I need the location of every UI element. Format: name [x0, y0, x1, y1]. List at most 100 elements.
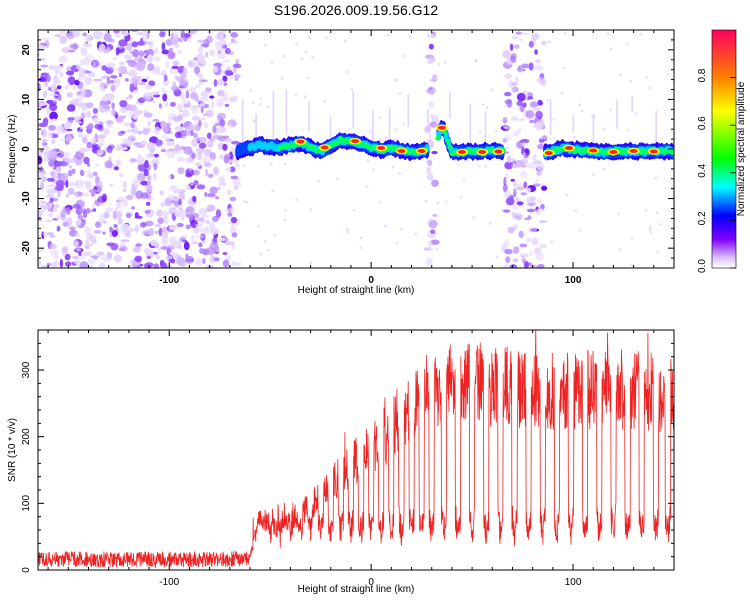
- noise-blob: [503, 176, 507, 186]
- sparse-dot: [602, 127, 606, 131]
- noise-blob: [164, 101, 169, 108]
- noise-blob: [58, 55, 68, 64]
- noise-blob: [541, 83, 547, 86]
- noise-blob: [192, 169, 200, 176]
- noise-blob: [111, 102, 115, 110]
- ridge-streak: [469, 104, 472, 143]
- sparse-dot: [269, 162, 273, 166]
- snr-x-label: Height of straight line (km): [298, 584, 415, 595]
- noise-blob: [185, 213, 195, 218]
- noise-blob: [88, 73, 96, 78]
- noise-blob: [56, 85, 62, 90]
- sparse-dot: [359, 246, 363, 250]
- sparse-dot: [267, 248, 271, 252]
- noise-blob: [183, 103, 190, 108]
- noise-blob: [48, 124, 56, 131]
- noise-blob: [522, 102, 527, 108]
- noise-blob: [218, 100, 224, 108]
- sparse-dot: [258, 103, 262, 106]
- noise-blob: [529, 101, 539, 108]
- noise-blob: [201, 157, 210, 164]
- noise-blob: [235, 163, 240, 168]
- noise-blob: [525, 110, 535, 119]
- noise-blob: [49, 103, 58, 112]
- noise-blob: [94, 60, 99, 64]
- sparse-dot: [443, 61, 447, 64]
- sparse-dot: [352, 208, 356, 212]
- noise-blob: [170, 101, 176, 107]
- ridge-streak: [388, 108, 391, 155]
- noise-blob: [531, 32, 540, 41]
- noise-blob: [192, 195, 197, 203]
- peak-core: [609, 150, 618, 154]
- noise-blob: [431, 179, 439, 187]
- noise-blob: [46, 188, 56, 195]
- noise-blob: [38, 212, 42, 221]
- noise-blob: [99, 61, 103, 69]
- ridge-streak: [285, 89, 288, 135]
- ridge-green: [447, 144, 453, 150]
- noise-blob: [524, 261, 529, 268]
- sparse-dot: [345, 70, 349, 74]
- noise-blob: [174, 240, 182, 249]
- ridge-streak: [272, 91, 275, 142]
- noise-blob: [509, 43, 514, 51]
- noise-blob: [227, 42, 233, 46]
- sparse-dot: [609, 47, 613, 51]
- noise-blob: [50, 97, 60, 102]
- ridge-streak: [655, 110, 657, 147]
- sparse-dot: [378, 116, 382, 119]
- noise-blob: [196, 184, 206, 190]
- sparse-dot: [609, 108, 612, 112]
- noise-blob: [66, 70, 75, 76]
- noise-blob: [38, 77, 47, 82]
- sparse-dot: [436, 201, 440, 205]
- noise-blob: [230, 95, 238, 102]
- noise-blob: [132, 49, 140, 58]
- noise-blob: [102, 128, 110, 136]
- noise-blob: [158, 227, 163, 237]
- noise-blob: [173, 252, 179, 259]
- noise-blob: [197, 46, 204, 55]
- y-tick-label: 0: [21, 146, 32, 152]
- sparse-dot: [591, 173, 595, 176]
- noise-blob: [184, 33, 191, 39]
- y-tick-label: -20: [21, 241, 32, 256]
- noise-blob: [119, 108, 128, 114]
- sparse-dot: [259, 252, 263, 256]
- sparse-dot: [437, 62, 441, 66]
- noise-blob: [217, 39, 227, 46]
- noise-blob: [223, 154, 230, 164]
- noise-blob: [128, 111, 134, 119]
- noise-blob: [80, 112, 86, 120]
- snr-ticks: -100 0 100 0 100 200 300: [21, 329, 675, 588]
- noise-blob: [429, 121, 438, 128]
- noise-blob: [40, 181, 45, 191]
- colorbar-tick-label: 0.2: [697, 211, 708, 225]
- sparse-dot: [565, 193, 569, 197]
- ridge-streak: [372, 110, 374, 149]
- noise-blob: [150, 91, 157, 96]
- sparse-dot: [394, 79, 397, 82]
- noise-blob: [231, 232, 238, 238]
- noise-blob: [101, 255, 110, 263]
- noise-blob: [198, 207, 208, 216]
- noise-blob: [66, 104, 76, 112]
- noise-blob: [176, 256, 185, 266]
- noise-blob: [198, 81, 203, 85]
- noise-blob: [105, 66, 114, 75]
- noise-blob: [502, 209, 511, 213]
- sparse-dot: [474, 59, 478, 62]
- noise-blob: [505, 256, 511, 264]
- noise-blob: [82, 136, 88, 144]
- noise-blob: [232, 262, 242, 266]
- noise-blob: [69, 165, 72, 169]
- noise-blob: [47, 133, 53, 139]
- noise-blob: [172, 196, 180, 202]
- ridge-streak: [255, 113, 257, 151]
- noise-blob: [109, 183, 113, 187]
- noise-blob: [54, 34, 62, 38]
- noise-blob: [40, 64, 49, 68]
- noise-blob: [60, 131, 67, 135]
- peak-core: [478, 150, 487, 154]
